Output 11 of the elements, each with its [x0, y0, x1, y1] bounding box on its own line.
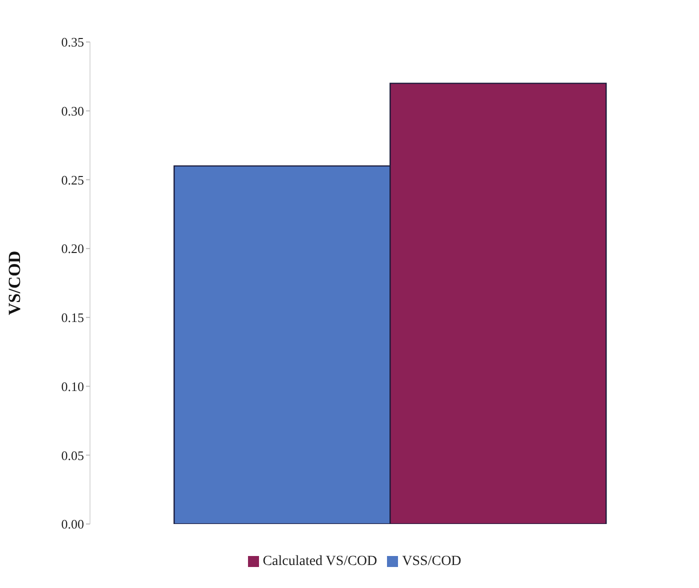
legend-label: VSS/COD [402, 554, 462, 569]
y-axis-title: VS/COD [5, 250, 24, 316]
y-tick-label: 0.20 [61, 241, 84, 256]
y-tick-label: 0.10 [61, 378, 84, 394]
y-tick-label: 0.35 [61, 34, 84, 50]
y-tick-label: 0.30 [61, 103, 84, 118]
y-tick-label: 0.05 [61, 448, 84, 463]
legend-label: Calculated VS/COD [262, 554, 378, 569]
y-tick-label: 0.25 [61, 172, 84, 188]
y-tick-label: 0.00 [61, 516, 84, 532]
y-tick-label: 0.15 [61, 310, 84, 326]
